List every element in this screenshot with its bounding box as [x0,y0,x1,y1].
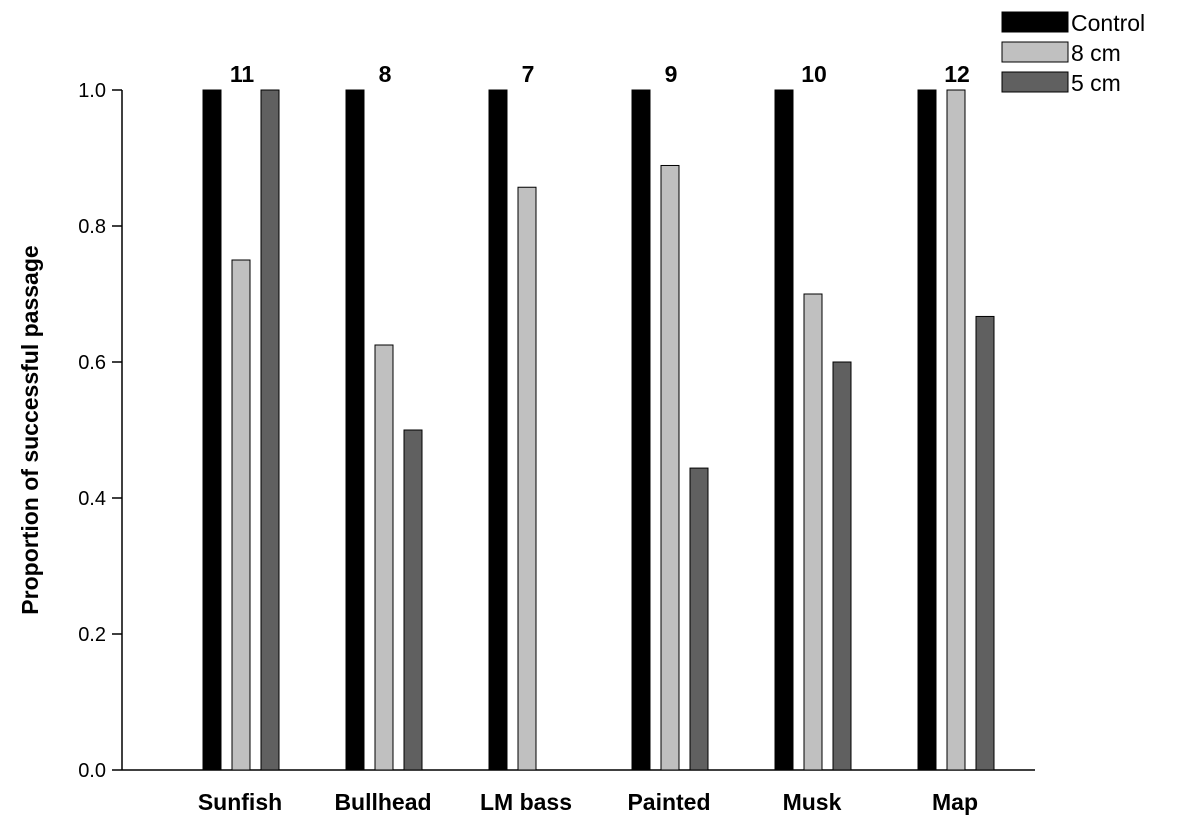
sample-size-label: 7 [522,61,535,87]
bar-control [345,89,365,771]
bar-8-cm [660,164,680,771]
bar-5-cm [689,467,709,771]
y-tick-label: 0.2 [78,624,106,646]
x-tick-label: Map [932,789,978,815]
bar-control [202,89,222,771]
y-tick-label: 0.4 [78,488,106,510]
bar-control [774,89,794,771]
y-tick-label: 1.0 [78,80,106,102]
x-tick-label: LM bass [480,789,572,815]
legend-label: 8 cm [1071,40,1121,66]
axes: 0.0 0.2 0.4 0.6 0.8 1.0 [78,80,1035,782]
y-tick-label: 0.8 [78,216,106,238]
x-tick-label: Musk [783,789,842,815]
legend-swatch [1001,11,1069,33]
bar-8-cm [946,89,966,771]
bars [202,89,995,771]
legend-label: Control [1071,10,1145,36]
bar-8-cm [517,186,537,771]
bar-control [917,89,937,771]
sample-size-label: 12 [944,61,970,87]
legend-label: 5 cm [1071,70,1121,96]
bar-5-cm [832,361,852,771]
sample-size-label: 9 [665,61,678,87]
bar-8-cm [374,344,394,771]
x-tick-label: Sunfish [198,789,282,815]
bar-8-cm [803,293,823,771]
bar-control [631,89,651,771]
y-axis-title: Proportion of successful passage [17,245,43,614]
bar-control [488,89,508,771]
x-tick-label: Painted [627,789,710,815]
legend: Control 8 cm 5 cm [1001,10,1145,96]
sample-size-label: 10 [801,61,827,87]
x-tick-label: Bullhead [334,789,431,815]
bar-8-cm [231,259,251,771]
legend-swatch [1001,71,1069,93]
sample-size-label: 8 [379,61,392,87]
labels: 11 Sunfish 8 Bullhead 7 LM bass 9 Painted 10 Musk… [198,61,978,815]
bar-5-cm [975,315,995,771]
bar-5-cm [403,429,423,771]
sample-size-label: 11 [230,61,255,87]
legend-swatch [1001,41,1069,63]
y-tick-label: 0.0 [78,760,106,782]
bar-5-cm [260,89,280,771]
y-tick-label: 0.6 [78,352,106,374]
